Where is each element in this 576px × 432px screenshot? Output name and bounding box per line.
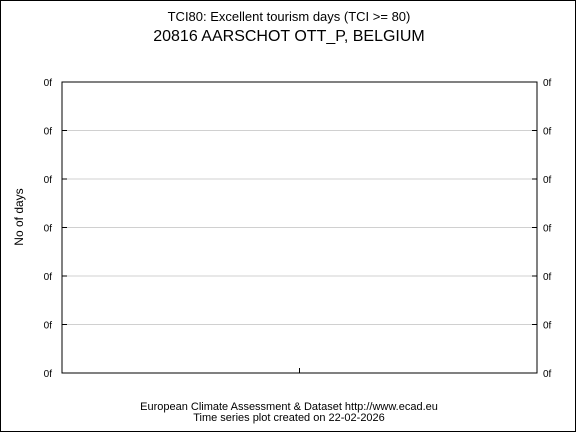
y-tick-label-left: 0f: [44, 78, 53, 89]
y-tick-label-left: 0f: [44, 369, 53, 380]
y-tick-label-left: 0f: [44, 127, 53, 138]
plot-border: [61, 81, 538, 374]
y-tick-label-right: 0f: [543, 224, 552, 235]
y-tick-label-left: 0f: [44, 272, 53, 283]
footer-source: European Climate Assessment & Dataset ht…: [140, 401, 438, 413]
chart-subtitle: 20816 AARSCHOT OTT_P, BELGIUM: [153, 28, 425, 45]
y-tick-label-right: 0f: [543, 175, 552, 186]
chart-title: TCI80: Excellent tourism days (TCI >= 80…: [167, 9, 411, 24]
y-tick-label-left: 0f: [44, 321, 53, 332]
y-tick-label-left: 0f: [44, 224, 53, 235]
y-tick-label-right: 0f: [543, 127, 552, 138]
y-tick-label-right: 0f: [543, 78, 552, 89]
y-tick-label-right: 0f: [543, 272, 552, 283]
footer-created: Time series plot created on 22-02-2026: [193, 412, 385, 424]
y-tick-label-left: 0f: [44, 175, 53, 186]
y-tick-label-right: 0f: [543, 369, 552, 380]
y-tick-label-right: 0f: [543, 321, 552, 332]
